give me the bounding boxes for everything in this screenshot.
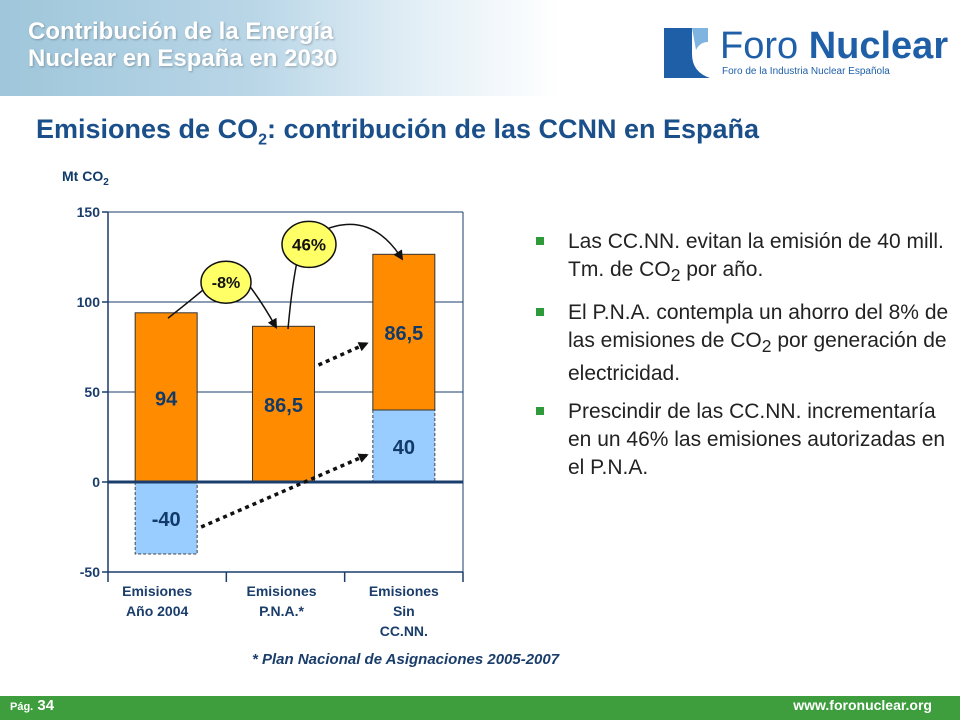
page-number: Pág. 34: [10, 697, 54, 714]
callout-arrow: [319, 223, 404, 261]
bullet-subscript: 2: [670, 265, 681, 286]
x-category-label: Sin: [393, 603, 415, 619]
bar-segment-orange: [372, 253, 436, 411]
bar-segment-orange: [134, 312, 198, 483]
y-tick-label: 150: [77, 204, 101, 220]
x-category-label: Año 2004: [126, 603, 188, 619]
foro-nuclear-logo-icon: [664, 28, 710, 78]
foro-nuclear-logo: Foro Nuclear Foro de la Industria Nuclea…: [656, 22, 948, 84]
y-axis-unit-label: Mt CO2: [62, 168, 109, 188]
callout-bubble: [200, 260, 252, 304]
dotted-arrow: [317, 341, 369, 367]
page-title-prefix: Emisiones de CO: [36, 114, 259, 144]
bar-segment-orange: [252, 325, 315, 483]
x-category-label: CC.NN.: [380, 623, 428, 639]
x-category-label: Emisiones: [246, 583, 316, 599]
emissions-chart: -50 0 50 100 150 -40 94 86,5 40 86,5 Emisiones Año …: [77, 204, 464, 639]
callout-label: -8%: [212, 275, 240, 292]
bullet-item: Las CC.NN. evitan la emisión de 40 mill.…: [532, 228, 960, 289]
header: Contribución de la Energía Nuclear en Es…: [0, 0, 960, 96]
dotted-arrow: [200, 453, 369, 529]
x-category-label: P.N.A.*: [259, 603, 304, 619]
x-category-label: Emisiones: [369, 583, 439, 599]
footer-bar: Pág. 34 www.foronuclear.org: [0, 696, 960, 720]
bar-value-label: 94: [155, 388, 178, 410]
bullet-text: Las CC.NN. evitan la emisión de 40 mill.…: [568, 230, 944, 281]
logo-text-bold: Nuclear: [808, 25, 949, 67]
y-tick-label: 0: [92, 474, 100, 490]
bar-segment-lightblue: [134, 481, 198, 555]
bar-value-label: -40: [152, 509, 181, 531]
page-title-suffix: : contribución de las CCNN en España: [266, 114, 760, 144]
bullet-text: El P.N.A. contempla un ahorro del 8% de …: [568, 301, 949, 353]
header-title-line2: Nuclear en España en 2030: [28, 45, 338, 72]
bullet-text: Prescindir de las CC.NN. incrementaría e…: [568, 400, 946, 480]
y-tick-label: 100: [77, 294, 101, 310]
header-banner: [0, 0, 560, 96]
y-tick-label: 50: [84, 384, 100, 400]
logo-subtitle: Foro de la Industria Nuclear Española: [722, 66, 890, 77]
bar-segment-lightblue: [372, 409, 436, 483]
page-prefix: Pág.: [10, 701, 34, 713]
x-category-label: Emisiones: [122, 583, 192, 599]
bullet-text-end: por generación de electricidad.: [568, 329, 947, 386]
bar-value-label: 86,5: [264, 395, 303, 417]
callout-label: 46%: [292, 235, 326, 254]
header-title: Contribución de la Energía Nuclear en Es…: [28, 18, 338, 72]
bullet-item: El P.N.A. contempla un ahorro del 8% de …: [532, 299, 960, 388]
bar-value-label: 86,5: [384, 323, 423, 345]
page-number-value: 34: [37, 697, 55, 714]
logo-text-light: Foro: [720, 25, 809, 67]
callout-bubble: [281, 220, 337, 269]
square-bullet-icon: [536, 237, 544, 245]
bullet-text-end: por año.: [680, 258, 764, 281]
bullet-list: Las CC.NN. evitan la emisión de 40 mill.…: [532, 228, 960, 492]
footnote: * Plan Nacional de Asignaciones 2005-200…: [252, 651, 560, 668]
website-link[interactable]: www.foronuclear.org: [793, 697, 932, 713]
logo-wordmark: Foro Nuclear: [720, 26, 948, 66]
square-bullet-icon: [536, 308, 544, 317]
page-title-subscript: 2: [258, 131, 267, 149]
header-title-line1: Contribución de la Energía: [28, 18, 334, 45]
bar-value-label: 40: [393, 437, 415, 459]
unit-label-text: Mt CO: [62, 168, 104, 184]
square-bullet-icon: [536, 407, 544, 416]
bullet-subscript: 2: [761, 336, 772, 357]
bullet-item: Prescindir de las CC.NN. incrementaría e…: [532, 398, 960, 482]
page-title: Emisiones de CO2: contribución de las CC…: [36, 114, 759, 149]
y-tick-label: -50: [80, 564, 100, 580]
unit-label-subscript: 2: [103, 176, 109, 188]
